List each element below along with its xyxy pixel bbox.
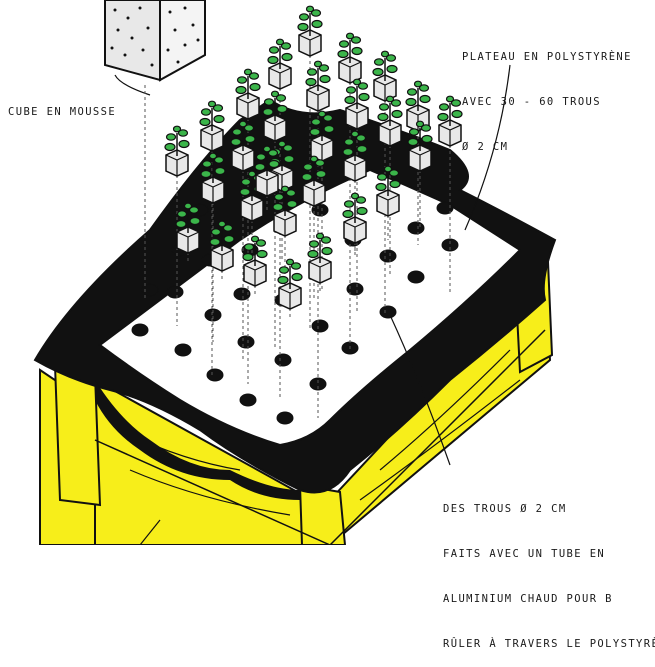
hole [379,305,397,319]
foam-cube-right-face [159,0,206,82]
label-line: DES TROUS ø 2 CM [443,503,567,515]
seedling-in-cube [372,50,398,102]
foam-cube-large [104,0,206,82]
foam-cube-left-face [104,0,161,82]
foam-cube-pores [110,6,200,67]
label-line: PLATEAU EN POLYSTYRèNE [462,51,632,63]
hole [131,323,149,337]
seedlings [164,5,463,310]
hole [233,287,251,301]
hole [274,353,292,367]
seedling-in-cube [344,78,370,130]
liner-drape-front [95,380,300,500]
label-line: ø 2 CM [462,141,509,153]
hole [407,270,425,284]
seedling-in-cube [200,152,226,204]
seedling-in-cube [164,125,190,177]
seedling-in-cube [377,95,403,147]
hole [436,201,454,215]
label-line: ALUMINIUM CHAUD POUR B [443,593,613,605]
seedling-in-cube [209,220,235,272]
seedling-in-cube [407,120,433,172]
seedling-in-cube [277,258,303,310]
hole [311,319,329,333]
hole [441,238,459,252]
hole [309,377,327,391]
label-holes: DES TROUS ø 2 CM FAITS AVEC UN TUBE EN A… [443,472,655,667]
bed-rail [94,329,546,545]
hole [346,282,364,296]
hole [239,393,257,407]
seedling-in-cube [242,235,268,287]
hole [174,343,192,357]
seedling-in-cube [262,90,288,142]
seedling-in-cube [235,68,261,120]
hole [379,249,397,263]
label-line: FAITS AVEC UN TUBE EN [443,548,606,560]
bed-leader-line [139,519,161,545]
seedling-in-cube [437,95,463,147]
hole [141,283,159,297]
seedling-in-cube [267,38,293,90]
seedling-in-cube [342,130,368,182]
hole [237,335,255,349]
hole [204,308,222,322]
plateau-leader-line [464,64,511,231]
hole [276,411,294,425]
label-polystyrene-tray: PLATEAU EN POLYSTYRèNE AVEC 30 - 60 TROU… [462,20,632,170]
label-foam-cube: CUBE EN MOUSSE [8,106,117,118]
seedling-in-cube [199,100,225,152]
trous-leader-line [389,314,451,466]
seedling-in-cube [375,165,401,217]
seedling-in-cube [337,32,363,84]
seedling-in-cube [297,5,323,57]
seedling-in-cube [175,202,201,254]
hole [206,368,224,382]
seedling-in-cube [307,232,333,284]
seedling-in-cube [254,145,280,197]
seedling-in-cube [305,60,331,112]
seedling-in-cube [272,185,298,237]
hole [166,285,184,299]
seedling-in-cube [342,192,368,244]
label-line: RûLER à TRAVERS LE POLYSTYRèNE. [443,638,655,650]
label-line: AVEC 30 - 60 TROUS [462,96,601,108]
seedling-in-cube [230,120,256,172]
wood-grain [119,349,521,516]
hole [407,221,425,235]
seedling-in-cube [301,155,327,207]
seedling-in-cube [309,110,335,162]
diagram-canvas [33,0,557,545]
